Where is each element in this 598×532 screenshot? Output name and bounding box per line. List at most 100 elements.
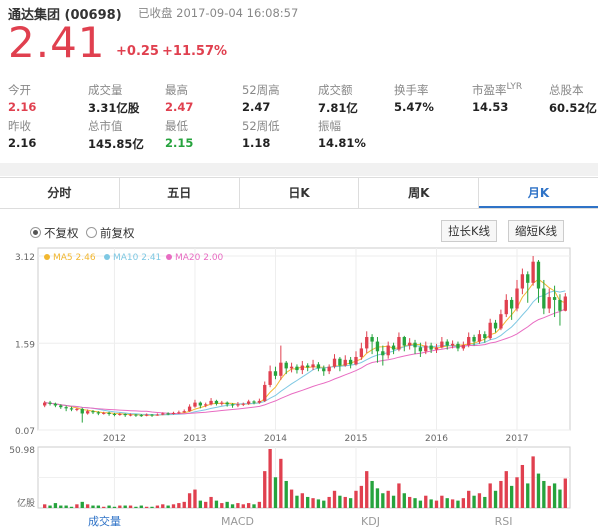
candle-body	[214, 400, 219, 404]
volume-bar	[289, 489, 294, 508]
volume-unit-label: 亿股	[17, 497, 35, 509]
x-tick-label: 2013	[184, 434, 207, 444]
volume-bar	[445, 498, 449, 508]
candle-body	[204, 404, 208, 406]
volume-bar	[472, 495, 476, 508]
stat-item: 最低 2.15	[165, 118, 193, 150]
x-tick-label: 2017	[506, 434, 529, 444]
candle-body	[177, 412, 181, 414]
candle-body	[96, 412, 101, 414]
adjust-forward-label: 前复权	[100, 226, 135, 240]
volume-bar	[123, 505, 127, 508]
x-tick-label: 2016	[425, 434, 448, 444]
volume-bar	[343, 496, 347, 508]
volume-bar	[43, 504, 47, 508]
volume-bar	[322, 500, 326, 508]
stat-value: 1.18	[242, 136, 271, 150]
volume-bar	[96, 505, 101, 508]
volume-bar	[316, 499, 321, 508]
volume-bar	[563, 478, 567, 508]
tab-daily-k[interactable]: 日K	[240, 178, 360, 208]
tab-weekly-k[interactable]: 周K	[359, 178, 480, 208]
stat-value: 60.52亿	[549, 101, 597, 115]
tab-five-day[interactable]: 五日	[120, 178, 240, 208]
volume-bar	[375, 488, 380, 508]
tab-monthly-k[interactable]: 月K	[479, 178, 598, 208]
candle-body	[311, 364, 315, 368]
volume-bar	[225, 501, 229, 508]
volume-bar	[552, 483, 557, 508]
volume-bar	[461, 498, 466, 508]
volume-bar	[85, 504, 90, 508]
candle-body	[504, 299, 508, 315]
volume-bar	[520, 464, 525, 508]
volume-bar	[236, 503, 240, 508]
candle-body	[182, 411, 186, 413]
price-change-percent: +11.57%	[162, 44, 228, 59]
candle-body	[123, 414, 127, 416]
volume-bar	[134, 506, 138, 508]
stretch-kline-button[interactable]: 拉长K线	[441, 220, 498, 242]
volume-bar	[220, 503, 224, 508]
volume-bar	[48, 505, 52, 508]
candle-body	[413, 342, 417, 348]
volume-bar	[204, 501, 208, 508]
candle-body	[391, 345, 396, 350]
candle-body	[531, 261, 535, 283]
tab-intraday[interactable]: 分时	[0, 178, 120, 208]
candle-body	[187, 406, 192, 412]
volume-bar	[407, 496, 412, 508]
radio-checked-icon	[30, 227, 41, 238]
volume-bar	[306, 496, 310, 508]
candle-body	[107, 412, 111, 415]
current-price: 2.41	[8, 18, 106, 67]
candle-body	[461, 344, 466, 349]
volume-bar	[69, 506, 74, 508]
volume-bar	[413, 498, 417, 508]
candle-body	[246, 401, 251, 404]
candle-body	[220, 402, 224, 404]
stat-item: 换手率 5.47%	[394, 82, 434, 114]
volume-bar	[59, 505, 63, 508]
volume-bar	[354, 490, 358, 508]
stat-item: 今开 2.16	[8, 82, 36, 114]
volume-bar	[246, 503, 251, 508]
section-divider	[0, 163, 598, 176]
tab-rsi[interactable]: RSI	[494, 515, 513, 528]
tab-kdj[interactable]: KDJ	[361, 515, 380, 528]
candle-body	[365, 337, 369, 349]
shrink-kline-button[interactable]: 缩短K线	[508, 220, 565, 242]
tab-macd[interactable]: MACD	[221, 515, 254, 528]
candle-body	[467, 337, 471, 345]
market-status: 已收盘 2017-09-04 16:08:57	[138, 6, 299, 20]
volume-bar	[241, 504, 245, 508]
volume-bar	[386, 490, 390, 508]
candle-body	[515, 288, 519, 309]
volume-bar	[150, 506, 154, 508]
volume-bar	[193, 489, 197, 508]
stat-label: 成交量	[88, 83, 123, 97]
volume-bar	[171, 504, 176, 508]
candle-body	[558, 299, 562, 311]
adjust-forward-radio[interactable]: 前复权	[86, 225, 135, 241]
candle-body	[59, 405, 63, 408]
x-tick-label: 2012	[103, 434, 126, 444]
stat-label: 最低	[165, 119, 188, 133]
adjust-none-radio[interactable]: 不复权	[30, 225, 79, 241]
candle-body	[166, 413, 170, 415]
candle-body	[322, 368, 326, 372]
stat-value: 14.81%	[318, 136, 366, 150]
candle-body	[230, 404, 235, 406]
stat-item: 振幅 14.81%	[318, 118, 366, 150]
volume-bar	[53, 503, 58, 508]
candle-body	[536, 261, 541, 289]
candle-body	[295, 366, 299, 371]
volume-bar	[102, 506, 106, 508]
volume-bar	[257, 501, 262, 508]
candle-body	[327, 366, 331, 372]
legend-entry: MA20 2.00	[175, 253, 224, 263]
tab-volume[interactable]: 成交量	[88, 515, 121, 528]
volume-bar	[177, 503, 181, 508]
candle-body	[370, 337, 374, 342]
